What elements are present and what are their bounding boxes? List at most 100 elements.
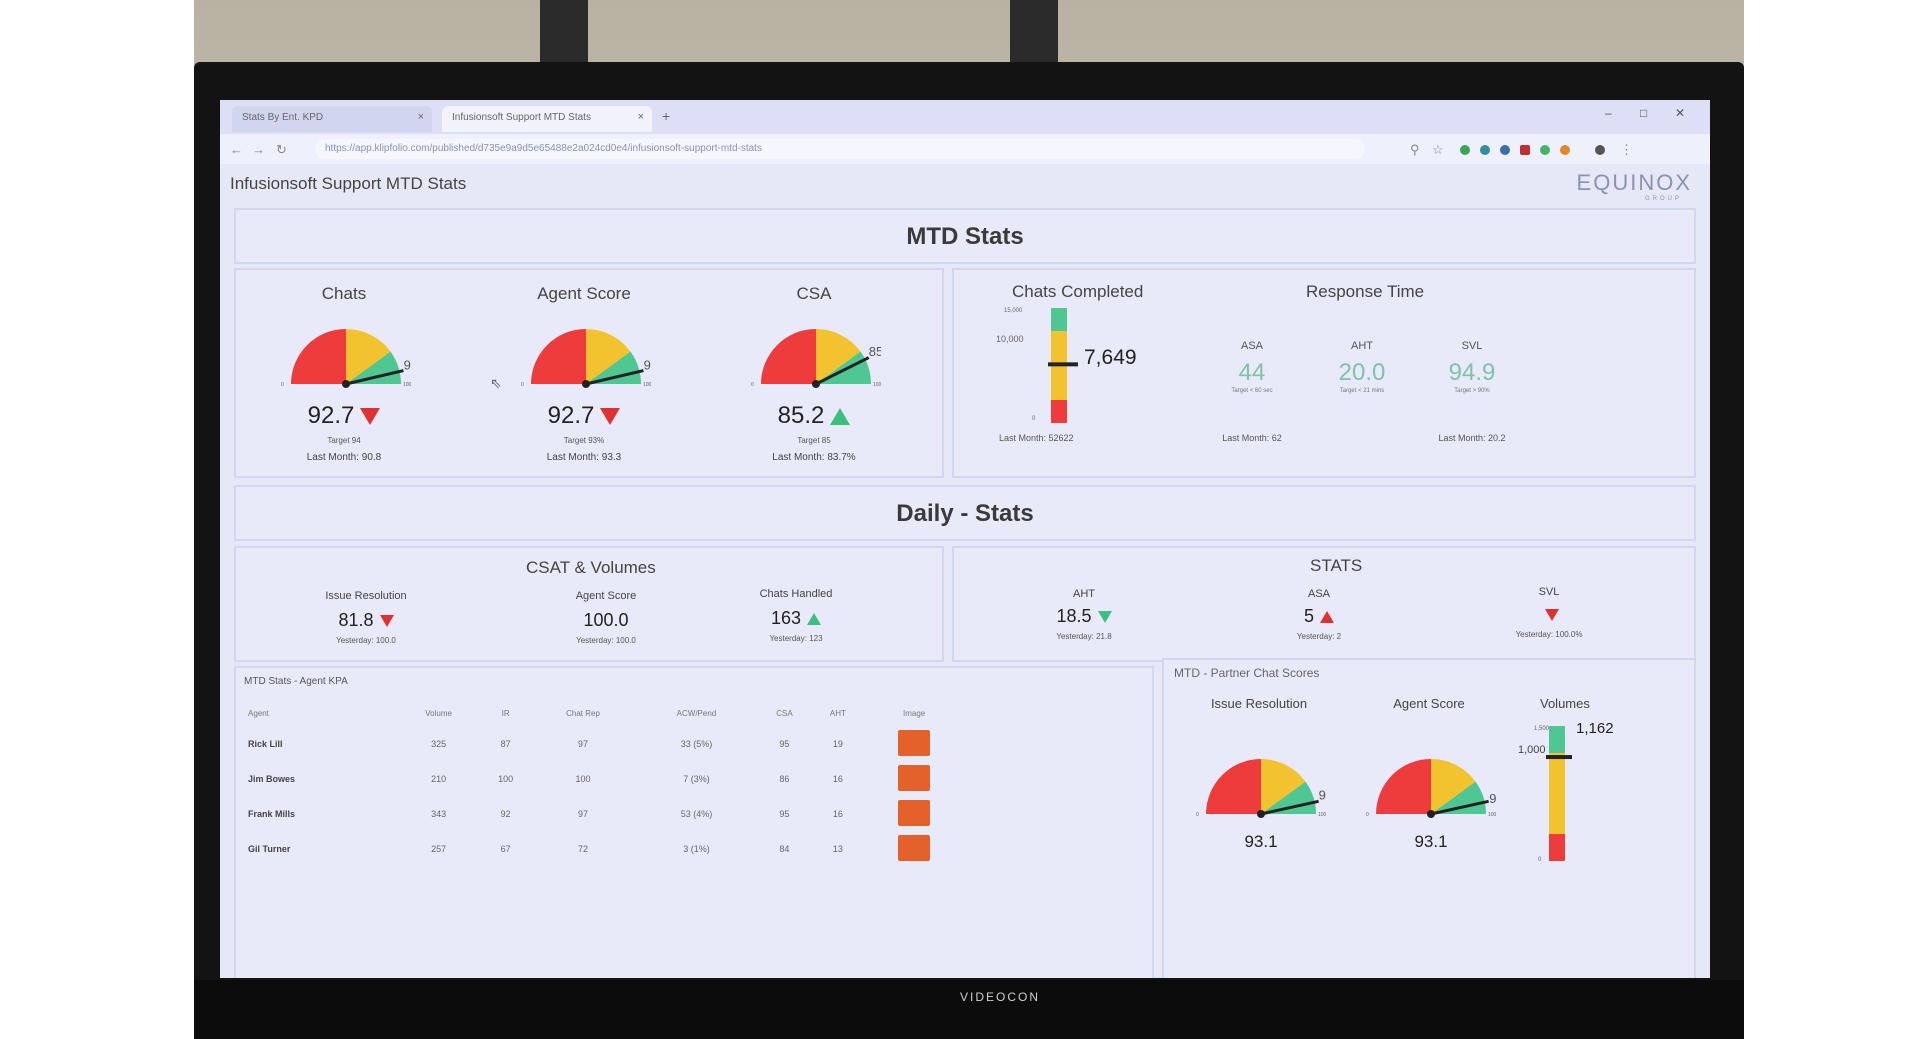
table-cell: 325 bbox=[431, 738, 447, 749]
gauge-max-label: 100 bbox=[1488, 812, 1496, 818]
trend-down-icon bbox=[1097, 611, 1112, 624]
bar-marker bbox=[1048, 362, 1078, 367]
agent-avatar bbox=[898, 834, 931, 861]
table-cell: 86 bbox=[779, 773, 790, 784]
gauge-segment bbox=[531, 329, 586, 384]
extension-icon[interactable] bbox=[1560, 145, 1570, 155]
table-row[interactable]: Gil Turner 257 67 72 3 (1%) 84 13 bbox=[244, 831, 964, 866]
aht-target: Target < 21 mins bbox=[1339, 388, 1385, 394]
csat-volumes-panel: CSAT & Volumes Issue Resolution 81.8 Yes… bbox=[234, 546, 944, 662]
column-header: Chat Rep bbox=[566, 708, 600, 718]
gauge-value: 85.2 bbox=[734, 402, 894, 430]
daily-stats-title: STATS bbox=[1310, 556, 1363, 575]
table-cell: 343 bbox=[431, 808, 447, 819]
trend-down-icon bbox=[379, 615, 394, 628]
asa-label: ASA bbox=[1307, 588, 1330, 600]
aht-label: AHT bbox=[1073, 588, 1095, 600]
agent-avatar bbox=[898, 799, 931, 826]
logo-subtitle: GROUP bbox=[1644, 196, 1682, 202]
asa-target: Target < 60 sec bbox=[1231, 388, 1273, 394]
extension-icon[interactable] bbox=[1540, 145, 1550, 155]
svl-value: 94.9 bbox=[1448, 359, 1496, 386]
gauge-target: Target 94 bbox=[327, 436, 361, 445]
gauge-last-month: Last Month: 90.8 bbox=[306, 452, 382, 463]
forward-icon[interactable]: → bbox=[252, 142, 265, 157]
column-header: Agent bbox=[248, 708, 269, 718]
gauge-needle bbox=[345, 369, 404, 386]
gauge-target: Target 93% bbox=[563, 436, 605, 445]
table-cell: 33 (5%) bbox=[680, 738, 713, 749]
url-field[interactable]: https://app.klipfolio.com/published/d735… bbox=[315, 139, 1365, 159]
table-row[interactable]: Jim Bowes 210 100 100 7 (3%) 86 16 bbox=[244, 761, 964, 796]
column-header: AHT bbox=[829, 708, 846, 718]
extension-icon[interactable] bbox=[1460, 145, 1470, 155]
gauge-last-month: Last Month: 93.3 bbox=[546, 452, 622, 463]
gauge-marker-label: 93 bbox=[644, 358, 651, 373]
table-cell: 13 bbox=[832, 843, 843, 854]
issue-resolution-value-text: 81.8 bbox=[338, 610, 374, 630]
chats-handled-value-text: 163 bbox=[770, 608, 802, 628]
table-cell: 97 bbox=[578, 738, 589, 749]
csa-gauge: 85 0 100 bbox=[751, 329, 881, 388]
search-icon[interactable]: ⚲ bbox=[1410, 142, 1420, 157]
window-close-icon[interactable]: ✕ bbox=[1675, 106, 1686, 120]
partner-agent-score-title: Agent Score bbox=[1393, 696, 1465, 711]
logo: EQUINOX bbox=[1576, 170, 1692, 195]
maximize-icon[interactable]: □ bbox=[1640, 106, 1648, 120]
close-icon[interactable]: × bbox=[417, 111, 424, 123]
profile-icon[interactable] bbox=[1595, 145, 1605, 155]
table-cell: 257 bbox=[431, 843, 447, 854]
partner-chat-title: MTD - Partner Chat Scores bbox=[1174, 666, 1320, 680]
extension-icon[interactable] bbox=[1480, 145, 1490, 155]
table-row[interactable]: Rick Lill 325 87 97 33 (5%) 95 19 bbox=[244, 726, 964, 761]
gauge-segment bbox=[586, 329, 631, 384]
gauge-hub bbox=[342, 380, 350, 388]
aht-value: 18.5 bbox=[1009, 606, 1159, 627]
browser-tab-2-label: Infusionsoft Support MTD Stats bbox=[452, 112, 591, 123]
table-cell: 67 bbox=[500, 843, 511, 854]
svl-value bbox=[1474, 604, 1624, 625]
table-cell: 3 (1%) bbox=[683, 843, 710, 854]
close-icon[interactable]: × bbox=[637, 111, 644, 123]
gauge-min-label: 0 bbox=[1366, 812, 1369, 818]
table-cell: Jim Bowes bbox=[248, 773, 296, 784]
trend-up-icon bbox=[807, 613, 822, 626]
svl-label: SVL bbox=[1461, 340, 1483, 352]
gauge-hub bbox=[1427, 810, 1435, 818]
agent-kpa-title: MTD Stats - Agent KPA bbox=[244, 676, 348, 687]
mount-bracket-right bbox=[1010, 0, 1058, 70]
volumes-scale-mid: 1,000 bbox=[1518, 744, 1546, 756]
gauge-marker-label: 85 bbox=[869, 344, 881, 359]
volumes-value: 1,162 bbox=[1576, 720, 1614, 737]
minimize-icon[interactable]: – bbox=[1605, 106, 1612, 120]
chats-handled-label: Chats Handled bbox=[759, 588, 833, 600]
svl-label: SVL bbox=[1538, 586, 1560, 598]
chats-completed-title: Chats Completed bbox=[1012, 282, 1144, 301]
browser-tab-2[interactable]: Infusionsoft Support MTD Stats × bbox=[442, 106, 652, 132]
table-cell bbox=[864, 796, 964, 831]
reload-icon[interactable]: ↻ bbox=[276, 142, 287, 157]
table-cell: 84 bbox=[779, 843, 790, 854]
extension-icon[interactable] bbox=[1520, 145, 1530, 155]
agent-avatar bbox=[898, 729, 931, 756]
table-cell: 100 bbox=[575, 773, 591, 784]
page-title: Infusionsoft Support MTD Stats bbox=[230, 174, 467, 193]
back-icon[interactable]: ← bbox=[230, 142, 243, 157]
gauge-min-label: 0 bbox=[281, 382, 284, 388]
chats-response-panel: Chats Completed 15,000 10,000 0 7,649 La… bbox=[952, 268, 1696, 478]
gauge-hub bbox=[812, 380, 820, 388]
gauge-needle bbox=[1260, 799, 1319, 816]
table-cell: 95 bbox=[779, 738, 790, 749]
browser-tab-1[interactable]: Stats By Ent. KPD × bbox=[232, 106, 432, 132]
partner-agent-score-value: 93.1 bbox=[1414, 832, 1448, 851]
menu-icon[interactable]: ⋮ bbox=[1620, 142, 1633, 157]
bar-segment bbox=[1549, 726, 1565, 753]
table-cell: 95 bbox=[779, 808, 790, 819]
extension-icon[interactable] bbox=[1500, 145, 1510, 155]
new-tab-button[interactable]: + bbox=[662, 108, 671, 124]
table-cell: 92 bbox=[500, 808, 511, 819]
table-row[interactable]: Frank Mills 343 92 97 53 (4%) 95 16 bbox=[244, 796, 964, 831]
bar-segment bbox=[1549, 834, 1565, 861]
star-icon[interactable]: ☆ bbox=[1432, 142, 1444, 157]
gauge-last-month: Last Month: 83.7% bbox=[772, 452, 856, 463]
